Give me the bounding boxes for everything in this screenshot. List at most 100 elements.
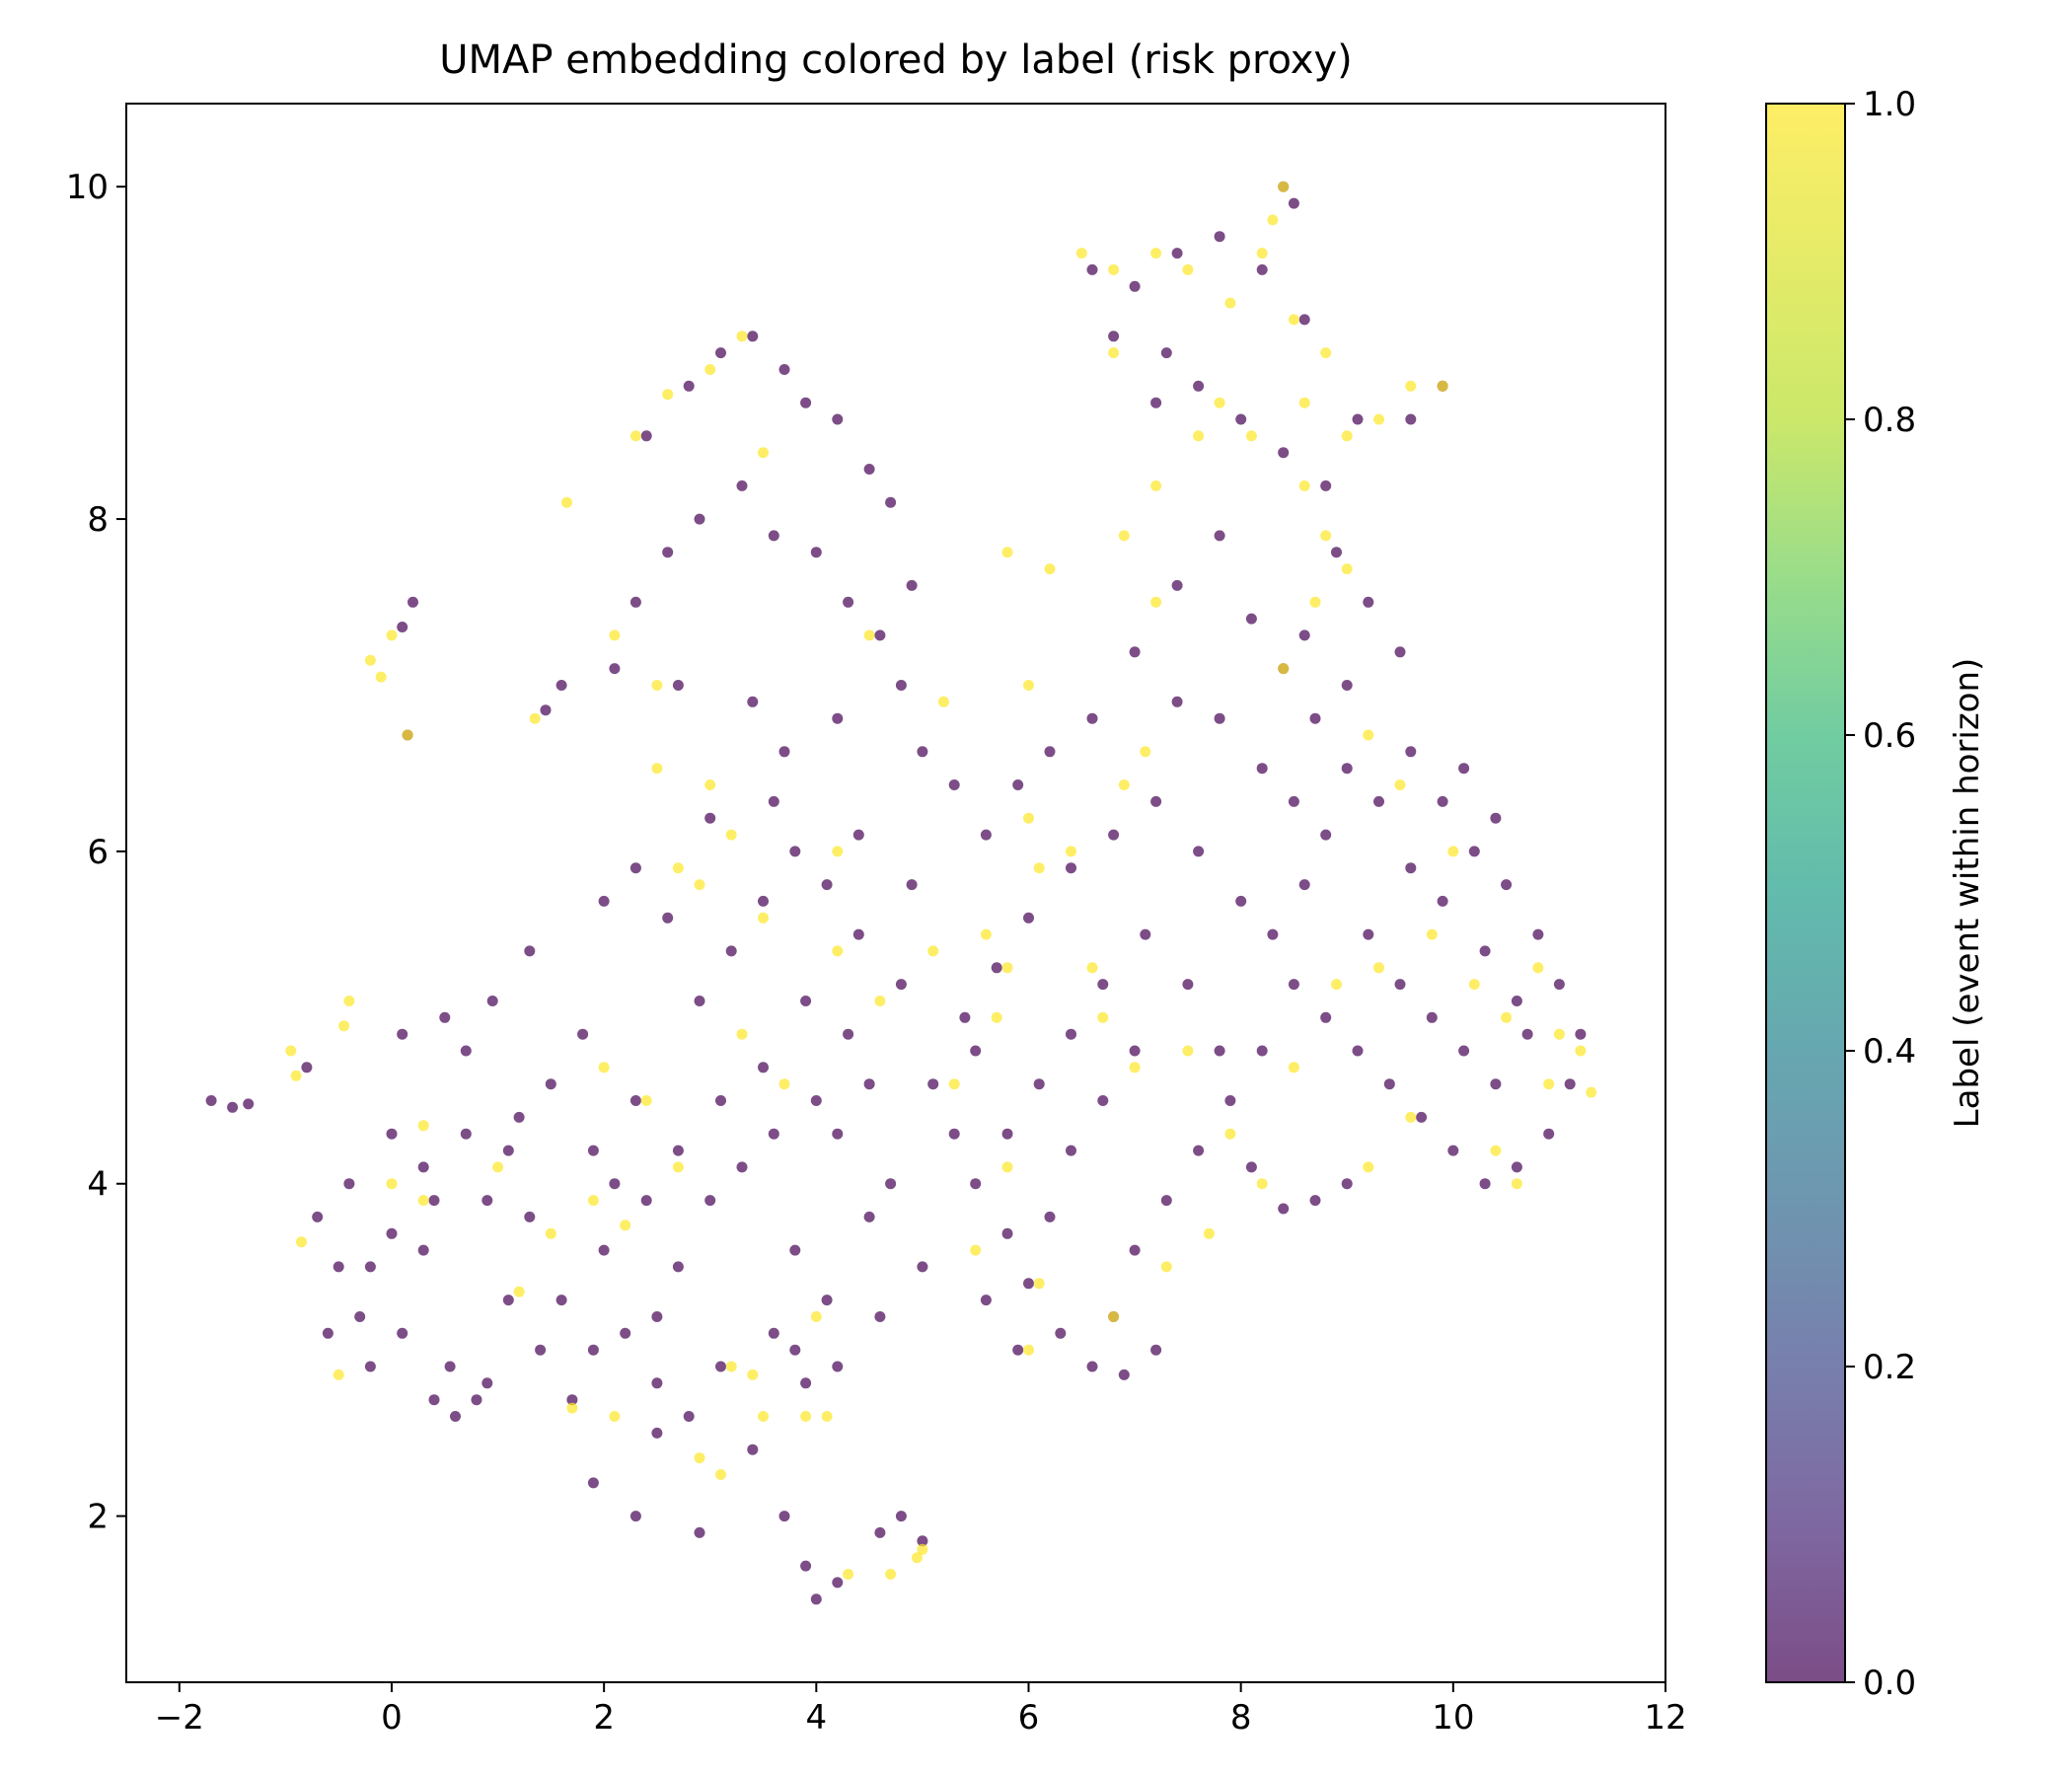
scatter-point-label-0: [651, 1377, 663, 1389]
scatter-point-label-1: [1033, 862, 1045, 874]
scatter-point-label-0: [502, 1145, 514, 1156]
scatter-point-label-1: [629, 430, 641, 442]
scatter-point-label-1: [1182, 1045, 1194, 1057]
scatter-point-label-1: [1256, 248, 1268, 259]
scatter-point-label-0: [1150, 397, 1162, 408]
scatter-point-label-1: [338, 1020, 350, 1032]
scatter-point-label-0: [1245, 1161, 1257, 1173]
scatter-point-label-0: [1383, 1078, 1395, 1090]
scatter-point-label-0: [768, 795, 779, 807]
scatter-point-label-1: [1373, 413, 1384, 425]
colorbar-tick-label: 0.0: [1863, 1664, 1916, 1703]
scatter-point-label-0: [301, 1062, 313, 1073]
scatter-point-label-0: [1044, 746, 1056, 758]
scatter-point-label-0: [629, 862, 641, 874]
scatter-point-label-1: [1363, 729, 1374, 741]
scatter-point-label-0: [1511, 996, 1522, 1006]
colorbar-tick-label: 0.8: [1863, 401, 1916, 440]
scatter-point-label-1: [1097, 1011, 1109, 1023]
scatter-point-label-0: [874, 629, 886, 641]
scatter-point-label-1: [1140, 746, 1151, 758]
scatter-point-label-1: [736, 331, 748, 342]
scatter-point-label-1: [1288, 314, 1299, 326]
scatter-point-label-0: [1129, 280, 1141, 292]
scatter-point-label-0: [768, 1327, 779, 1339]
scatter-point-label-0: [1363, 596, 1374, 608]
scatter-point-label-1: [1394, 779, 1406, 790]
scatter-point-label-1: [715, 1469, 726, 1480]
scatter-point-label-1: [1001, 547, 1013, 558]
scatter-point-label-0: [694, 996, 705, 1006]
scatter-point-label-0: [1501, 879, 1513, 891]
scatter-point-label-0: [1193, 380, 1205, 392]
colorbar-tick-label: 0.6: [1863, 716, 1916, 756]
scatter-point-label-1: [832, 846, 844, 857]
scatter-point-label-0: [407, 596, 418, 608]
scatter-point-label-1: [800, 1411, 812, 1422]
scatter-point-label-1: [917, 1543, 928, 1555]
scatter-point-label-1: [948, 1078, 960, 1090]
scatter-point-label-1: [885, 1569, 897, 1580]
scatter-point-label-0: [863, 464, 875, 475]
scatter-point-label-0: [1129, 646, 1141, 658]
scatter-point-label-1: [672, 1161, 684, 1173]
scatter-point-label-0: [640, 1195, 652, 1207]
scatter-point-label-0: [587, 1477, 599, 1489]
scatter-point-label-0: [1426, 1011, 1438, 1023]
scatter-point-label-1: [1309, 596, 1321, 608]
scatter-point-label-0: [704, 812, 716, 824]
scatter-point-label-0: [1352, 413, 1364, 425]
scatter-point-label-0: [386, 1227, 398, 1239]
scatter-point-label-0: [1416, 1111, 1428, 1123]
scatter-point-label-0: [1490, 1078, 1502, 1090]
scatter-point-label-1: [620, 1220, 631, 1231]
scatter-point-label-0: [1023, 912, 1034, 924]
scatter-point-label-1: [1320, 530, 1332, 542]
scatter-point-label-0: [1394, 979, 1406, 991]
scatter-point-label-1: [1001, 962, 1013, 974]
scatter-point-label-0: [1033, 1078, 1045, 1090]
scatter-point-label-0: [1012, 1344, 1024, 1356]
scatter-point-label-0: [800, 397, 812, 408]
scatter-point-label-0: [832, 1361, 844, 1372]
scatter-point-label-1: [545, 1227, 556, 1239]
scatter-point-label-0: [629, 596, 641, 608]
scatter-point-label-0: [312, 1211, 324, 1222]
scatter-point-label-1: [343, 996, 355, 1006]
y-tick-label: 10: [66, 168, 109, 207]
scatter-point-label-0: [513, 1111, 525, 1123]
scatter-point-label-0: [1564, 1078, 1576, 1090]
scatter-point-label-0: [1140, 928, 1151, 940]
scatter-point-label-1: [1118, 779, 1130, 790]
scatter-point-label-0: [577, 1028, 589, 1040]
scatter-point-label-1: [1108, 1311, 1120, 1322]
scatter-point-label-1: [651, 763, 663, 775]
scatter-point-label-0: [428, 1394, 440, 1406]
colorbar-tick-label: 0.4: [1863, 1032, 1916, 1072]
scatter-point-label-0: [1341, 680, 1353, 691]
scatter-point-label-0: [1532, 928, 1544, 940]
scatter-point-label-0: [906, 879, 918, 891]
scatter-point-label-0: [1171, 696, 1183, 707]
scatter-point-label-0: [1235, 413, 1247, 425]
scatter-point-label-1: [375, 671, 387, 683]
scatter-point-label-1: [725, 829, 737, 841]
scatter-point-label-1: [566, 1402, 578, 1414]
scatter-point-label-0: [540, 704, 552, 716]
y-axis: 2 4 6 8 10: [66, 168, 126, 1537]
scatter-point-label-0: [778, 1511, 790, 1522]
scatter-point-label-1: [1341, 563, 1353, 575]
scatter-point-label-0: [1108, 829, 1120, 841]
scatter-point-label-1: [1405, 1111, 1417, 1123]
scatter-point-label-0: [227, 1101, 239, 1113]
scatter-point-label-1: [402, 729, 413, 741]
scatter-point-label-1: [609, 629, 621, 641]
scatter-point-label-0: [620, 1327, 631, 1339]
scatter-point-label-0: [1288, 197, 1299, 209]
scatter-point-label-0: [598, 895, 610, 907]
scatter-point-label-1: [1044, 563, 1056, 575]
scatter-point-label-0: [1405, 746, 1417, 758]
scatter-point-label-0: [662, 912, 674, 924]
scatter-point-label-1: [1298, 480, 1310, 491]
scatter-point-label-1: [598, 1062, 610, 1073]
